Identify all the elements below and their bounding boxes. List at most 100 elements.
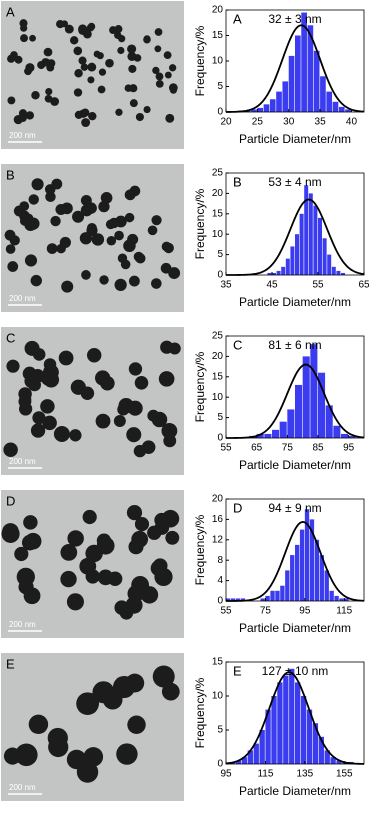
x-tick-label: 115 [257, 769, 273, 780]
bar [310, 344, 318, 438]
particle [69, 36, 79, 45]
particle [127, 51, 137, 61]
image-label: E [6, 656, 15, 671]
particle [128, 64, 137, 73]
particle [3, 747, 22, 765]
x-tick-label: 40 [346, 117, 358, 128]
particle [113, 414, 126, 427]
bar [341, 433, 349, 438]
bar [338, 106, 345, 112]
bar [295, 682, 301, 764]
x-tick-label: 20 [220, 117, 232, 128]
particle [118, 35, 126, 43]
particle [114, 600, 129, 615]
particle [66, 593, 84, 611]
bar [256, 433, 264, 438]
particle [20, 34, 29, 43]
particle [128, 539, 144, 555]
x-axis-label: Particle Diameter/nm [239, 295, 351, 309]
x-tick-label: 25 [252, 117, 264, 128]
particle [19, 392, 32, 405]
bar [269, 99, 276, 112]
particle [129, 99, 138, 108]
y-tick-label: 20 [212, 494, 224, 505]
plot-frame [225, 172, 365, 276]
bar [230, 598, 236, 601]
x-axis-label: Particle Diameter/nm [239, 621, 351, 635]
particle [50, 215, 61, 227]
particle [105, 58, 114, 68]
bar [304, 185, 309, 275]
y-tick-label: 0 [217, 107, 223, 118]
particle [56, 243, 66, 254]
particle [47, 727, 68, 749]
particle [168, 267, 181, 279]
particle [127, 44, 137, 54]
particle [19, 114, 27, 122]
annotation: 94 ± 9 nm [268, 501, 321, 515]
bar [265, 709, 271, 764]
particle [14, 55, 23, 64]
particle [154, 45, 162, 53]
particle [169, 86, 178, 94]
particle [165, 113, 175, 123]
bar [326, 91, 333, 112]
scale-label: 200 nm [9, 783, 36, 792]
particle [73, 88, 83, 97]
x-tick-label: 135 [297, 769, 314, 780]
bar [307, 25, 314, 112]
annotation: 53 ± 4 nm [268, 175, 321, 189]
bar [280, 585, 285, 601]
panel-label: C [233, 337, 242, 352]
fit-curve [226, 521, 365, 602]
plot-frame [225, 335, 365, 439]
y-axis-label: Frequency/% [193, 188, 207, 259]
particle [140, 586, 159, 604]
bar [288, 55, 295, 112]
fit-curve [226, 363, 365, 439]
particle [133, 251, 144, 262]
image-label: B [6, 167, 15, 182]
x-tick-label: 95 [343, 443, 355, 454]
panel-label: E [233, 663, 242, 678]
particle [97, 569, 114, 586]
y-tick-label: 10 [212, 691, 224, 702]
y-tick-label: 10 [212, 56, 224, 67]
bar [325, 405, 333, 438]
y-tick-label: 5 [217, 249, 223, 260]
particle [155, 80, 164, 88]
particle [158, 371, 175, 387]
particle [30, 274, 42, 287]
particle [3, 442, 18, 457]
particle [143, 35, 151, 44]
bar [270, 590, 275, 601]
bar [299, 529, 305, 601]
bar [295, 544, 300, 601]
plot-frame [225, 661, 365, 765]
particle [125, 673, 145, 693]
bar [312, 723, 319, 764]
particle [160, 340, 174, 354]
y-tick-label: 25 [212, 331, 224, 342]
annotation: 127 ± 10 nm [262, 664, 329, 678]
bar [318, 736, 324, 764]
particle [154, 28, 163, 36]
x-tick-label: 55 [312, 280, 324, 291]
particle [86, 224, 98, 237]
x-tick-label: 75 [260, 606, 272, 617]
particle [58, 350, 74, 366]
particle [60, 544, 78, 561]
particle [73, 46, 83, 56]
bar [295, 35, 301, 112]
particle [30, 368, 45, 383]
bar [285, 258, 290, 275]
particle [99, 275, 109, 285]
particle [152, 66, 160, 75]
bar [281, 266, 286, 275]
bar [287, 409, 295, 438]
bar [275, 590, 280, 601]
image-label: A [6, 4, 15, 19]
particle [45, 191, 56, 203]
bar [304, 509, 310, 601]
